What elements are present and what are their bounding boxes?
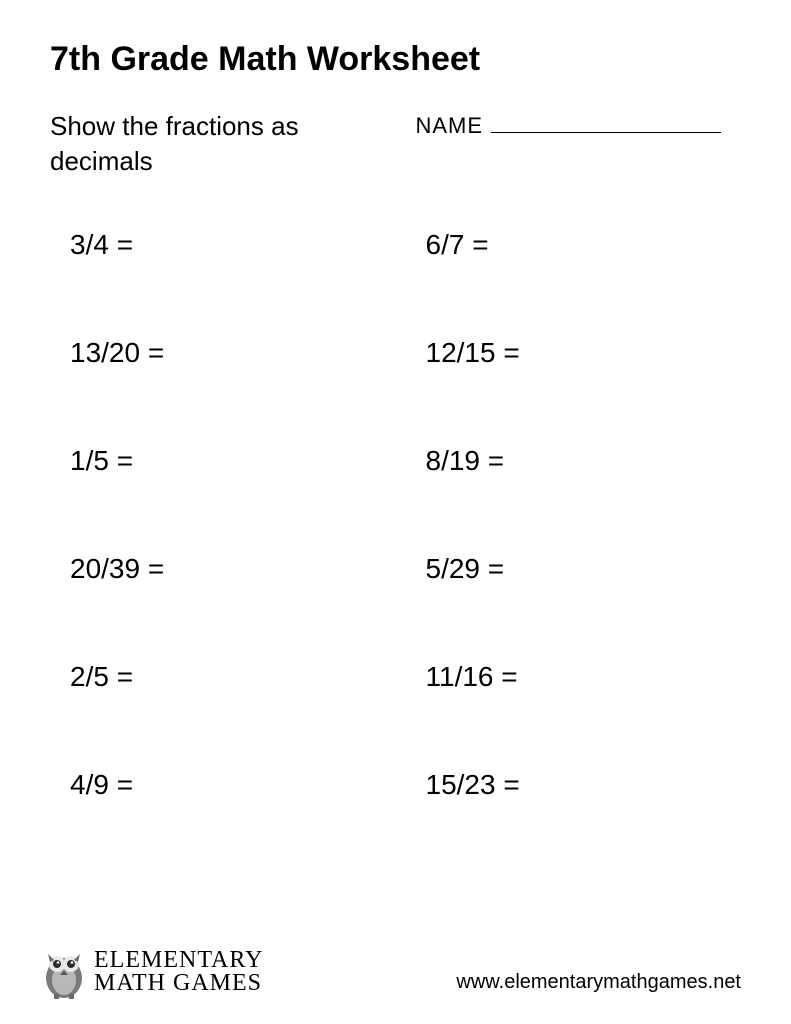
problem-row: 3/4 = 6/7 = — [70, 229, 721, 261]
problem-row: 4/9 = 15/23 = — [70, 769, 721, 801]
problem-item: 3/4 = — [70, 229, 396, 261]
problem-item: 20/39 = — [70, 553, 396, 585]
problem-item: 15/23 = — [396, 769, 722, 801]
problem-row: 13/20 = 12/15 = — [70, 337, 721, 369]
header-row: Show the fractions as decimals NAME — [50, 109, 741, 179]
problem-item: 6/7 = — [396, 229, 722, 261]
problem-item: 13/20 = — [70, 337, 396, 369]
problem-item: 2/5 = — [70, 661, 396, 693]
problem-item: 11/16 = — [396, 661, 722, 693]
logo-text-line2: MATH GAMES — [94, 972, 263, 995]
problem-row: 2/5 = 11/16 = — [70, 661, 721, 693]
logo-text: ELEMENTARY MATH GAMES — [94, 949, 263, 995]
problem-row: 1/5 = 8/19 = — [70, 445, 721, 477]
name-blank-line[interactable] — [491, 132, 721, 133]
problem-row: 20/39 = 5/29 = — [70, 553, 721, 585]
problem-item: 8/19 = — [396, 445, 722, 477]
worksheet-title: 7th Grade Math Worksheet — [50, 40, 741, 79]
name-label: NAME — [415, 113, 483, 139]
name-field: NAME — [415, 113, 721, 139]
owl-icon — [40, 944, 88, 1000]
website-url: www.elementarymathgames.net — [456, 971, 741, 1000]
problem-item: 12/15 = — [396, 337, 722, 369]
logo-text-line1: ELEMENTARY — [94, 949, 263, 972]
problem-item: 4/9 = — [70, 769, 396, 801]
footer: ELEMENTARY MATH GAMES www.elementarymath… — [40, 944, 741, 1000]
instructions-text: Show the fractions as decimals — [50, 109, 330, 179]
problems-grid: 3/4 = 6/7 = 13/20 = 12/15 = 1/5 = 8/19 =… — [50, 229, 741, 801]
problem-item: 1/5 = — [70, 445, 396, 477]
logo: ELEMENTARY MATH GAMES — [40, 944, 263, 1000]
problem-item: 5/29 = — [396, 553, 722, 585]
